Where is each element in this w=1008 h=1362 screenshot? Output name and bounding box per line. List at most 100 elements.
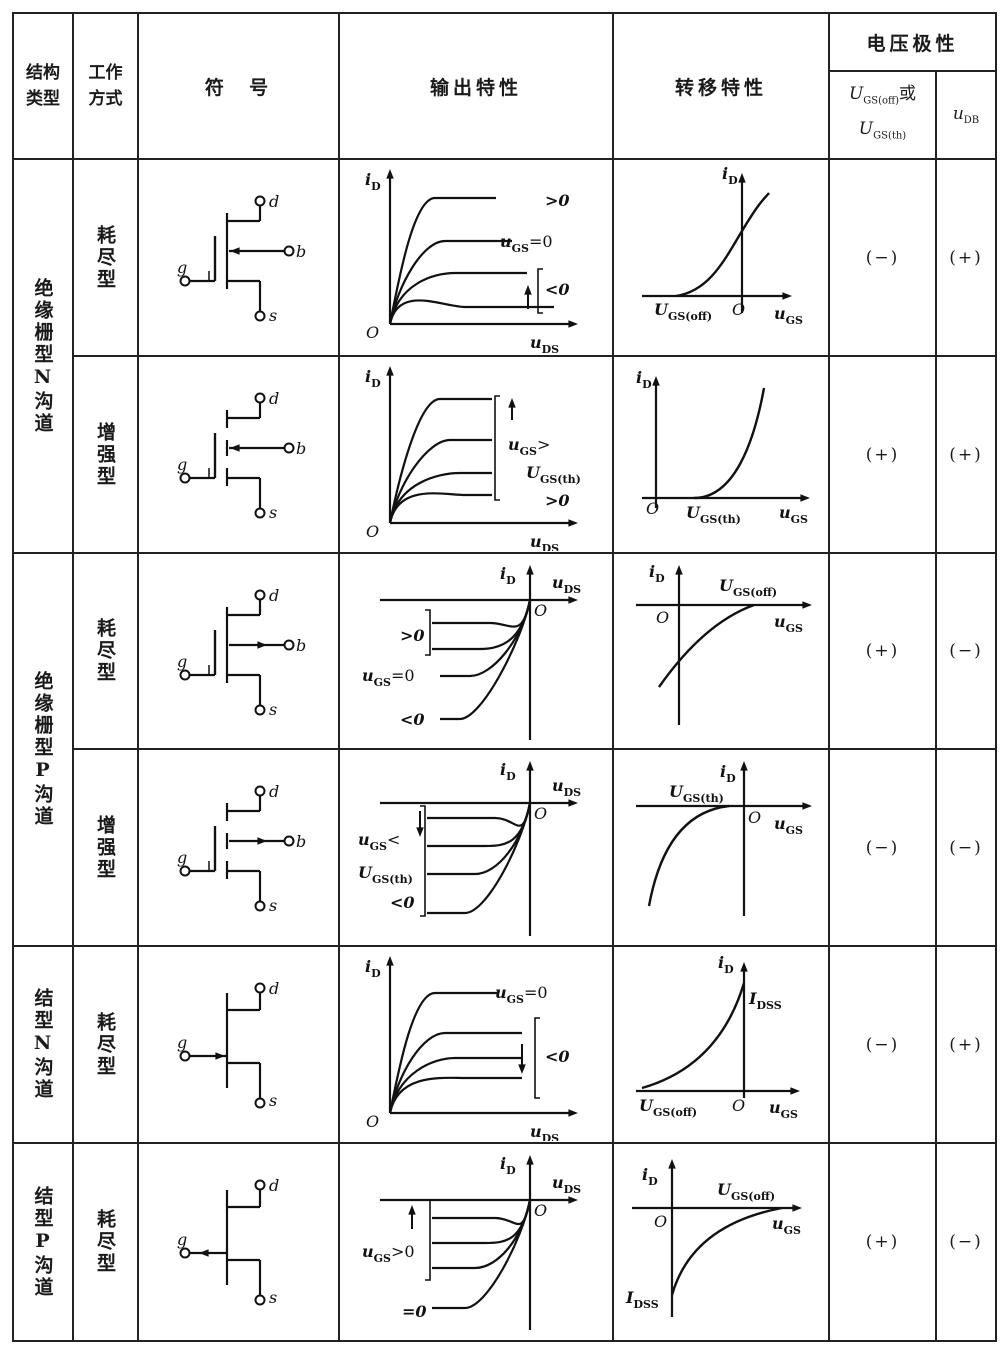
transfer-label: UGS(off)	[717, 1180, 775, 1203]
id-axis-label-sub: D	[642, 378, 652, 391]
drain-terminal	[254, 785, 266, 797]
transfer-label: IDSS	[748, 989, 782, 1012]
fet-symbol-diagram: d g s	[177, 1176, 279, 1307]
mode-label: 增强型	[94, 814, 116, 881]
output-label: >0	[400, 626, 425, 645]
output-label-sub: GS	[512, 242, 529, 255]
output-label: <0	[545, 1047, 570, 1066]
output-label-suffix: =0	[524, 983, 548, 1002]
bulk-arrow-icon	[230, 444, 240, 452]
output-label-sub: GS(th)	[540, 473, 581, 486]
uds-axis-label-main: u	[530, 532, 542, 551]
id-axis-label-main: i	[649, 562, 655, 581]
output-label-main: =0	[402, 1302, 427, 1321]
output-label-main: <0	[545, 1047, 570, 1066]
id-axis-label: iD	[636, 368, 652, 391]
header-structure-label: 结构类型	[26, 63, 60, 109]
ugs-polarity-cell: (+)	[828, 355, 937, 554]
fet-symbol-diagram: d g s b	[177, 782, 306, 915]
output-label-suffix: <	[387, 830, 400, 849]
trend-arrow-icon	[518, 1064, 526, 1074]
transfer-label-sub: DSS	[756, 999, 781, 1012]
output-curve	[388, 1031, 522, 1114]
fet-symbol-diagram: d g s b	[177, 389, 306, 522]
udb-polarity-cell: (−)	[935, 748, 997, 947]
uds-axis-label-sub: DS	[542, 1132, 560, 1141]
bulk-arrow-icon	[257, 641, 267, 649]
mode-cell: 增强型	[72, 355, 139, 554]
ugs-polarity-cell: (+)	[828, 1142, 937, 1342]
output-characteristic-cell: iD uDS O >0 uGS=0 <0	[338, 552, 614, 750]
id-axis-arrow-icon	[740, 761, 748, 771]
bracket	[420, 805, 426, 917]
ugs-axis-label-main: u	[769, 1098, 781, 1117]
header-mode-label: 工作方式	[88, 63, 123, 109]
id-axis-label: iD	[649, 562, 665, 585]
ugs-axis-label-sub: GS	[786, 622, 803, 635]
u-th-sub: GS(th)	[873, 130, 907, 142]
output-curve	[432, 1199, 532, 1310]
origin-label: O	[366, 323, 379, 342]
output-label-main: U	[358, 863, 373, 882]
u-th: U	[858, 119, 874, 139]
id-axis-label-sub: D	[371, 180, 381, 193]
uds-axis-label: uDS	[530, 1122, 559, 1141]
id-axis-arrow-icon	[740, 962, 748, 972]
output-label-sub: GS	[520, 445, 537, 458]
output-label-sub: GS	[370, 840, 387, 853]
fet-comparison-table: 结构类型 工作方式 符 号 输出特性 转移特性 电压极性 UGS(off)或 U…	[12, 12, 997, 1342]
header-polarity-udb: uDB	[935, 70, 997, 160]
structure-type-label: 结型P沟道	[31, 1185, 54, 1299]
output-label: uGS=0	[362, 666, 415, 689]
gate-arrow-icon	[199, 1249, 209, 1257]
symbol-cell: d g s	[137, 945, 340, 1144]
structure-type-cell: 结型P沟道	[12, 1142, 74, 1342]
ugs-axis-label: uGS	[774, 612, 803, 635]
output-label: uGS<	[358, 830, 400, 853]
uds-axis-label-sub: DS	[564, 1183, 582, 1196]
id-axis-label-sub: D	[724, 963, 734, 976]
u-db-sub: DB	[963, 115, 980, 127]
output-curve	[427, 802, 532, 915]
transfer-characteristic-cell: iD uGS O IDSS UGS(off)	[612, 945, 830, 1144]
mode-cell: 耗尽型	[72, 552, 139, 750]
structure-type-cell: 绝缘栅型P沟道	[12, 552, 74, 947]
id-axis-label-main: i	[500, 760, 506, 779]
label-d: d	[269, 389, 279, 408]
output-label-sub: GS	[374, 1252, 391, 1265]
transfer-label-sub: DSS	[633, 1298, 658, 1311]
id-axis-label: iD	[722, 164, 738, 187]
trend-arrow-icon	[408, 1205, 416, 1215]
id-axis-label: iD	[365, 170, 381, 193]
uds-axis-label-main: u	[530, 1122, 542, 1141]
output-label-main: u	[358, 830, 370, 849]
label-g: g	[177, 1033, 187, 1052]
udb-polarity-cell: (+)	[935, 158, 997, 357]
label-b: b	[296, 832, 306, 851]
output-label: >0	[545, 491, 570, 510]
label-g: g	[177, 258, 187, 277]
trend-arrow-icon	[416, 827, 424, 837]
ugs-axis-label-sub: GS	[786, 824, 803, 837]
id-axis-label: iD	[500, 1154, 516, 1177]
id-axis-label-sub: D	[371, 967, 381, 980]
output-curve	[440, 599, 532, 721]
ugs-polarity-cell: (−)	[828, 748, 937, 947]
output-label-main: u	[500, 232, 512, 251]
table-row: 绝缘栅型P沟道 耗尽型 d g s b iD uDS O >0 uGS=0 <0 iD uGS O UGS(o…	[12, 552, 997, 947]
label-s: s	[269, 1091, 277, 1110]
udb-polarity-cell: (+)	[935, 945, 997, 1144]
fet-symbol-diagram: d g s	[177, 979, 279, 1110]
uds-axis-arrow-icon	[568, 320, 578, 328]
output-label-main: >0	[545, 191, 570, 210]
ugs-axis-label-main: u	[774, 304, 786, 323]
label-d: d	[269, 782, 279, 801]
ugs-axis-arrow-icon	[802, 601, 812, 609]
uds-axis-label: uDS	[530, 333, 559, 354]
